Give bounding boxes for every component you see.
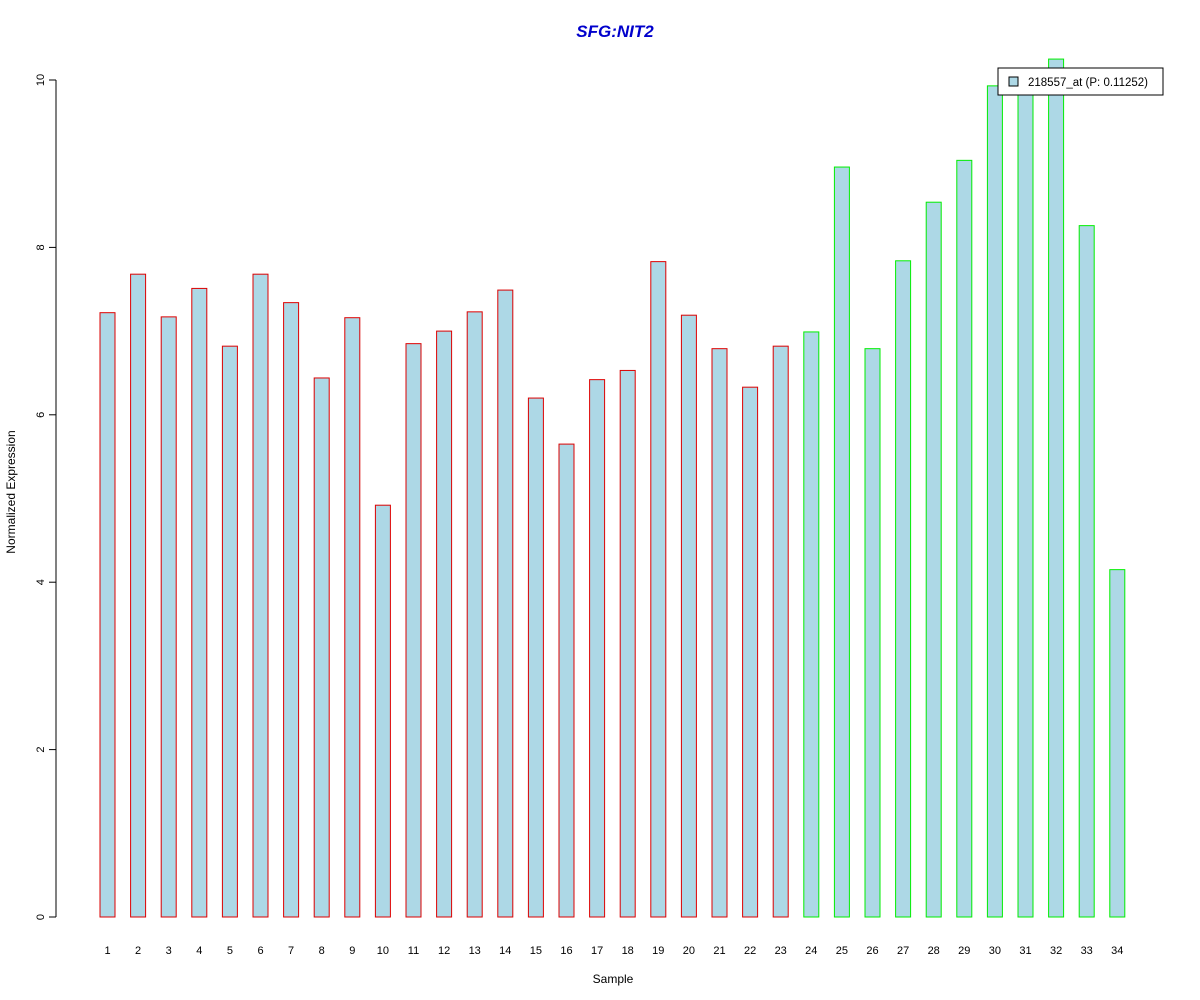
bar-sample-34	[1109, 569, 1126, 918]
y-tick-label: 10	[35, 74, 47, 86]
x-tick-label: 13	[469, 945, 481, 957]
x-tick-label: 14	[499, 945, 511, 957]
bar-sample-8	[313, 377, 330, 918]
bar-sample-1	[99, 312, 116, 918]
x-tick-label: 21	[713, 945, 725, 957]
bar-sample-4	[191, 287, 208, 918]
x-tick-label: 7	[288, 945, 294, 957]
x-tick-label: 9	[349, 945, 355, 957]
bar-sample-21	[711, 348, 728, 918]
x-tick-label: 33	[1081, 945, 1093, 957]
y-tick-label: 6	[35, 412, 47, 418]
bar-sample-19	[650, 261, 667, 918]
bar-sample-17	[589, 379, 606, 918]
x-tick-labels: 1 2 3 4 5 6 7 8 9 10 11 12 13 14 15 16 17 18 19 20 21 22 23 24 2…	[104, 945, 1123, 957]
y-axis-title: Normalized Expression	[4, 430, 18, 553]
y-tick-label: 0	[35, 914, 47, 920]
bar-sample-24	[803, 331, 820, 918]
bar-sample-18	[619, 369, 636, 918]
bar-sample-25	[833, 166, 850, 918]
x-tick-label: 8	[319, 945, 325, 957]
bar-sample-31	[1017, 90, 1034, 918]
y-tick-label: 4	[35, 579, 47, 585]
x-tick-label: 15	[530, 945, 542, 957]
x-tick-label: 4	[196, 945, 202, 957]
x-tick-label: 12	[438, 945, 450, 957]
bar-sample-6	[252, 273, 269, 918]
legend-label: 218557_at (P: 0.11252)	[1028, 77, 1148, 89]
x-tick-label: 32	[1050, 945, 1062, 957]
bar-sample-26	[864, 348, 881, 918]
bar-sample-33	[1078, 225, 1095, 918]
bar-sample-22	[742, 386, 759, 918]
bar-sample-15	[527, 397, 544, 918]
bar-sample-16	[558, 443, 575, 918]
bar-sample-11	[405, 343, 422, 918]
x-tick-label: 10	[377, 945, 389, 957]
bars-group	[99, 58, 1126, 918]
legend: 218557_at (P: 0.11252)	[997, 67, 1164, 96]
bar-sample-5	[221, 345, 238, 918]
legend-swatch	[1008, 76, 1019, 87]
x-tick-label: 11	[408, 945, 419, 957]
x-tick-label: 30	[989, 945, 1001, 957]
x-tick-label: 25	[836, 945, 848, 957]
bar-sample-14	[497, 289, 514, 918]
x-tick-label: 27	[897, 945, 909, 957]
x-tick-label: 26	[866, 945, 878, 957]
x-tick-label: 6	[257, 945, 263, 957]
bar-sample-10	[374, 504, 391, 918]
bar-sample-3	[160, 316, 177, 918]
y-axis: 0 2 4 6 8 10	[35, 74, 57, 920]
x-tick-label: 20	[683, 945, 695, 957]
bar-sample-2	[130, 273, 147, 918]
x-tick-label: 19	[652, 945, 664, 957]
bar-sample-12	[436, 330, 453, 918]
y-tick-label: 2	[35, 747, 47, 753]
x-tick-label: 23	[775, 945, 787, 957]
bar-sample-27	[895, 260, 912, 918]
bar-sample-20	[680, 314, 697, 918]
x-tick-label: 28	[928, 945, 940, 957]
x-tick-label: 2	[135, 945, 141, 957]
x-tick-label: 22	[744, 945, 756, 957]
chart-title: SFG:NIT2	[576, 22, 654, 41]
x-tick-label: 16	[560, 945, 572, 957]
x-tick-label: 34	[1111, 945, 1123, 957]
bar-sample-29	[956, 159, 973, 918]
x-tick-label: 3	[166, 945, 172, 957]
bar-sample-28	[925, 201, 942, 918]
bar-sample-13	[466, 311, 483, 918]
x-tick-label: 29	[958, 945, 970, 957]
legend-box	[997, 67, 1164, 96]
x-tick-label: 1	[104, 945, 110, 957]
x-tick-label: 5	[227, 945, 233, 957]
x-axis-title: Sample	[593, 972, 634, 986]
bar-sample-7	[283, 302, 300, 918]
x-tick-label: 31	[1019, 945, 1031, 957]
bar-sample-23	[772, 345, 789, 918]
bar-sample-30	[986, 85, 1003, 918]
bar-sample-32	[1048, 58, 1065, 918]
y-tick-label: 8	[35, 244, 47, 250]
x-tick-label: 24	[805, 945, 817, 957]
x-tick-label: 17	[591, 945, 603, 957]
bar-sample-9	[344, 317, 361, 918]
x-tick-label: 18	[622, 945, 634, 957]
